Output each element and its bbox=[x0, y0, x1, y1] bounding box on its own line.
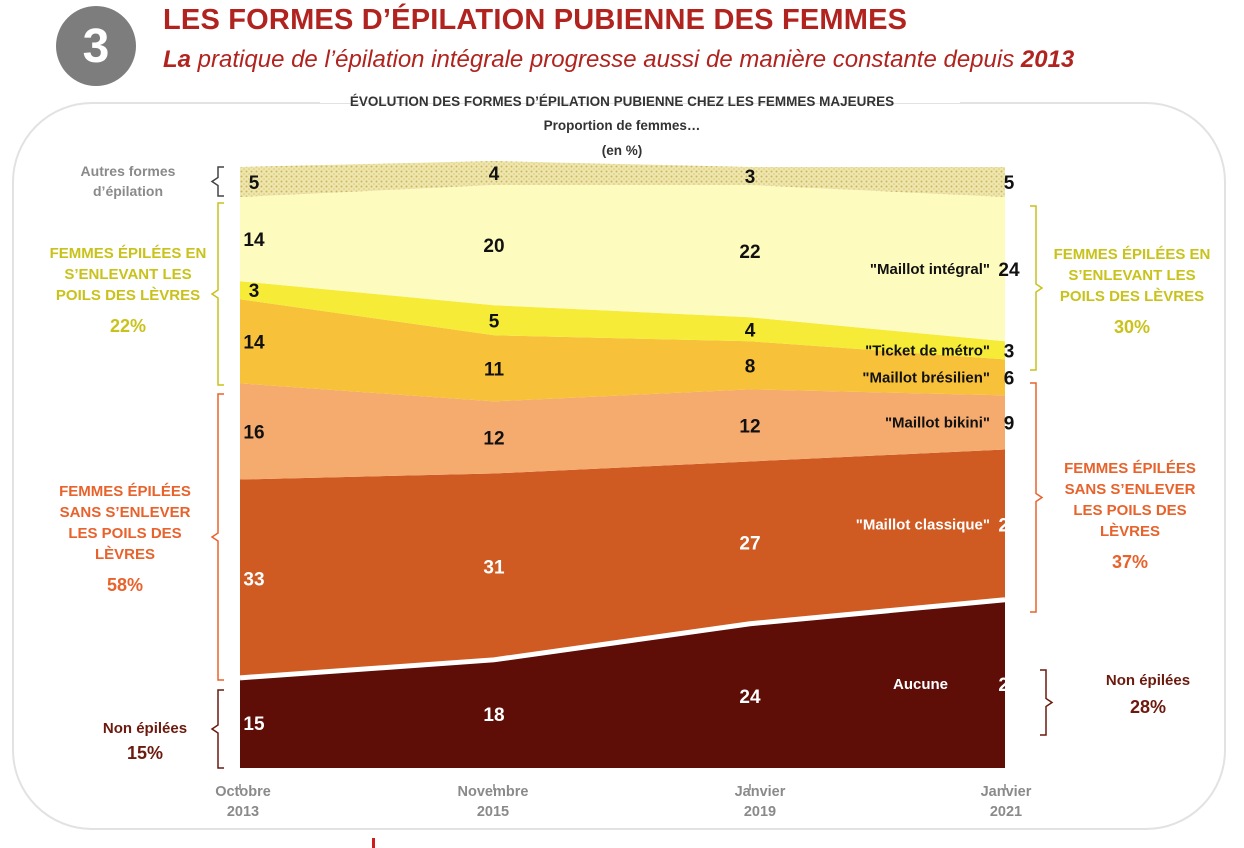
value-label-s4-p1: 5 bbox=[489, 311, 500, 332]
value-label-s5-p2: 22 bbox=[739, 242, 760, 263]
value-label-s3-p1: 11 bbox=[484, 359, 505, 380]
series-name-2: "Maillot bikini" bbox=[885, 414, 990, 431]
right-label-non-text: Non épilées bbox=[1105, 672, 1191, 689]
value-label-s4-p3: 3 bbox=[1004, 341, 1015, 362]
left-label-non: Non épilées 15% bbox=[80, 718, 210, 764]
value-label-s6-p2: 3 bbox=[745, 167, 756, 188]
bracket-right-non bbox=[1040, 669, 1054, 736]
area-series-1 bbox=[240, 449, 1005, 678]
x-label-2-line1: Janvier bbox=[734, 784, 786, 800]
value-label-s0-p2: 24 bbox=[739, 687, 761, 708]
area-series-3 bbox=[240, 299, 1005, 402]
value-label-s5-p1: 20 bbox=[483, 236, 504, 257]
area-series-6 bbox=[240, 160, 1005, 198]
value-label-s6-p1: 4 bbox=[489, 164, 500, 185]
x-label-1-line1: Novembre bbox=[457, 784, 529, 800]
chart-title: ÉVOLUTION DES FORMES D’ÉPILATION PUBIENN… bbox=[349, 94, 895, 109]
series-name-3: "Maillot brésilien" bbox=[862, 369, 990, 386]
right-label-levres: FEMMES ÉPILÉES EN S’ENLEVANT LES POILS D… bbox=[1052, 244, 1212, 338]
left-label-non-text: Non épilées bbox=[102, 720, 188, 737]
left-pct-sans: 58% bbox=[106, 575, 144, 595]
value-label-s2-p3: 9 bbox=[1004, 413, 1015, 434]
x-label-1: Novembre 2015 bbox=[433, 782, 553, 822]
value-label-s3-p0: 14 bbox=[243, 332, 265, 353]
section-number-badge: 3 bbox=[56, 6, 136, 86]
x-label-3-line1: Janvier bbox=[980, 784, 1032, 800]
x-label-0-line1: Octobre bbox=[215, 784, 271, 800]
page-subtitle: La pratique de l’épilation intégrale pro… bbox=[163, 46, 1074, 74]
chart-subtitle: Proportion de femmes… bbox=[543, 118, 701, 133]
value-label-s0-p1: 18 bbox=[483, 705, 504, 726]
series-name-5: "Maillot intégral" bbox=[870, 261, 990, 278]
series-name-4: "Ticket de métro" bbox=[865, 342, 990, 359]
bracket-left-other bbox=[210, 166, 224, 197]
bracket-right-levres bbox=[1030, 205, 1044, 371]
x-label-2: Janvier 2019 bbox=[700, 782, 820, 822]
right-pct-levres: 30% bbox=[1113, 317, 1151, 337]
right-label-sans: FEMMES ÉPILÉES SANS S’ENLEVER LES POILS … bbox=[1055, 458, 1205, 573]
footer-mark bbox=[372, 838, 375, 848]
left-pct-non: 15% bbox=[126, 743, 164, 763]
value-label-s2-p1: 12 bbox=[483, 428, 504, 449]
subtitle-lead: La bbox=[163, 46, 192, 73]
value-label-s2-p2: 12 bbox=[739, 416, 760, 437]
x-label-1-line2: 2015 bbox=[476, 804, 510, 820]
subtitle-body: pratique de l’épilation intégrale progre… bbox=[191, 46, 1021, 73]
page-title: LES FORMES D’ÉPILATION PUBIENNE DES FEMM… bbox=[163, 4, 908, 36]
aucune-top-line bbox=[239, 597, 1006, 681]
series-name-1: "Maillot classique" bbox=[856, 517, 990, 534]
area-series-4 bbox=[240, 281, 1005, 360]
value-label-s0-p0: 15 bbox=[243, 714, 265, 735]
right-pct-non: 28% bbox=[1129, 697, 1167, 717]
value-label-s1-p0: 33 bbox=[243, 570, 264, 591]
right-label-non: Non épilées 28% bbox=[1098, 670, 1198, 718]
chart-unit: (en %) bbox=[601, 143, 643, 158]
left-pct-levres: 22% bbox=[109, 316, 147, 336]
subtitle-year: 2013 bbox=[1020, 46, 1075, 73]
value-label-s6-p3: 5 bbox=[1004, 173, 1015, 194]
x-label-3: Janvier 2021 bbox=[946, 782, 1066, 822]
value-label-s1-p1: 31 bbox=[483, 558, 505, 579]
x-label-2-line2: 2019 bbox=[743, 804, 777, 820]
value-label-s4-p2: 4 bbox=[745, 320, 756, 341]
x-label-0-line2: 2013 bbox=[226, 804, 260, 820]
value-label-s4-p0: 3 bbox=[249, 281, 260, 302]
left-label-levres-text: FEMMES ÉPILÉES EN S’ENLEVANT LES POILS D… bbox=[49, 245, 207, 304]
value-label-s0-p3: 28 bbox=[998, 675, 1019, 696]
chart-title-gap bbox=[320, 101, 960, 103]
left-label-sans-text: FEMMES ÉPILÉES SANS S’ENLEVER LES POILS … bbox=[59, 483, 191, 563]
value-label-s3-p2: 8 bbox=[745, 356, 756, 377]
x-label-3-line2: 2021 bbox=[989, 804, 1023, 820]
right-pct-sans: 37% bbox=[1111, 552, 1149, 572]
bracket-left-levres bbox=[210, 202, 224, 386]
left-label-sans: FEMMES ÉPILÉES SANS S’ENLEVER LES POILS … bbox=[50, 481, 200, 596]
left-label-levres: FEMMES ÉPILÉES EN S’ENLEVANT LES POILS D… bbox=[48, 243, 208, 337]
chart-frame bbox=[12, 102, 1226, 830]
value-label-s2-p0: 16 bbox=[243, 422, 264, 443]
area-series-0 bbox=[240, 599, 1005, 768]
area-series-2 bbox=[240, 383, 1005, 480]
value-label-s3-p3: 6 bbox=[1004, 368, 1015, 389]
value-label-s1-p2: 27 bbox=[739, 534, 760, 555]
right-label-sans-text: FEMMES ÉPILÉES SANS S’ENLEVER LES POILS … bbox=[1064, 460, 1196, 540]
left-label-other: Autres formes d’épilation bbox=[80, 163, 176, 199]
x-label-0: Octobre 2013 bbox=[183, 782, 303, 822]
value-label-s6-p0: 5 bbox=[249, 173, 260, 194]
value-label-s1-p3: 25 bbox=[998, 516, 1020, 537]
value-label-s5-p3: 24 bbox=[998, 260, 1020, 281]
bracket-right-sans bbox=[1030, 382, 1044, 613]
right-label-levres-text: FEMMES ÉPILÉES EN S’ENLEVANT LES POILS D… bbox=[1053, 246, 1211, 305]
bracket-left-sans bbox=[210, 393, 224, 681]
bracket-left-non bbox=[210, 689, 224, 769]
area-series-5 bbox=[240, 185, 1005, 342]
series-name-0: Aucune bbox=[893, 676, 948, 693]
value-label-s5-p0: 14 bbox=[243, 230, 265, 251]
